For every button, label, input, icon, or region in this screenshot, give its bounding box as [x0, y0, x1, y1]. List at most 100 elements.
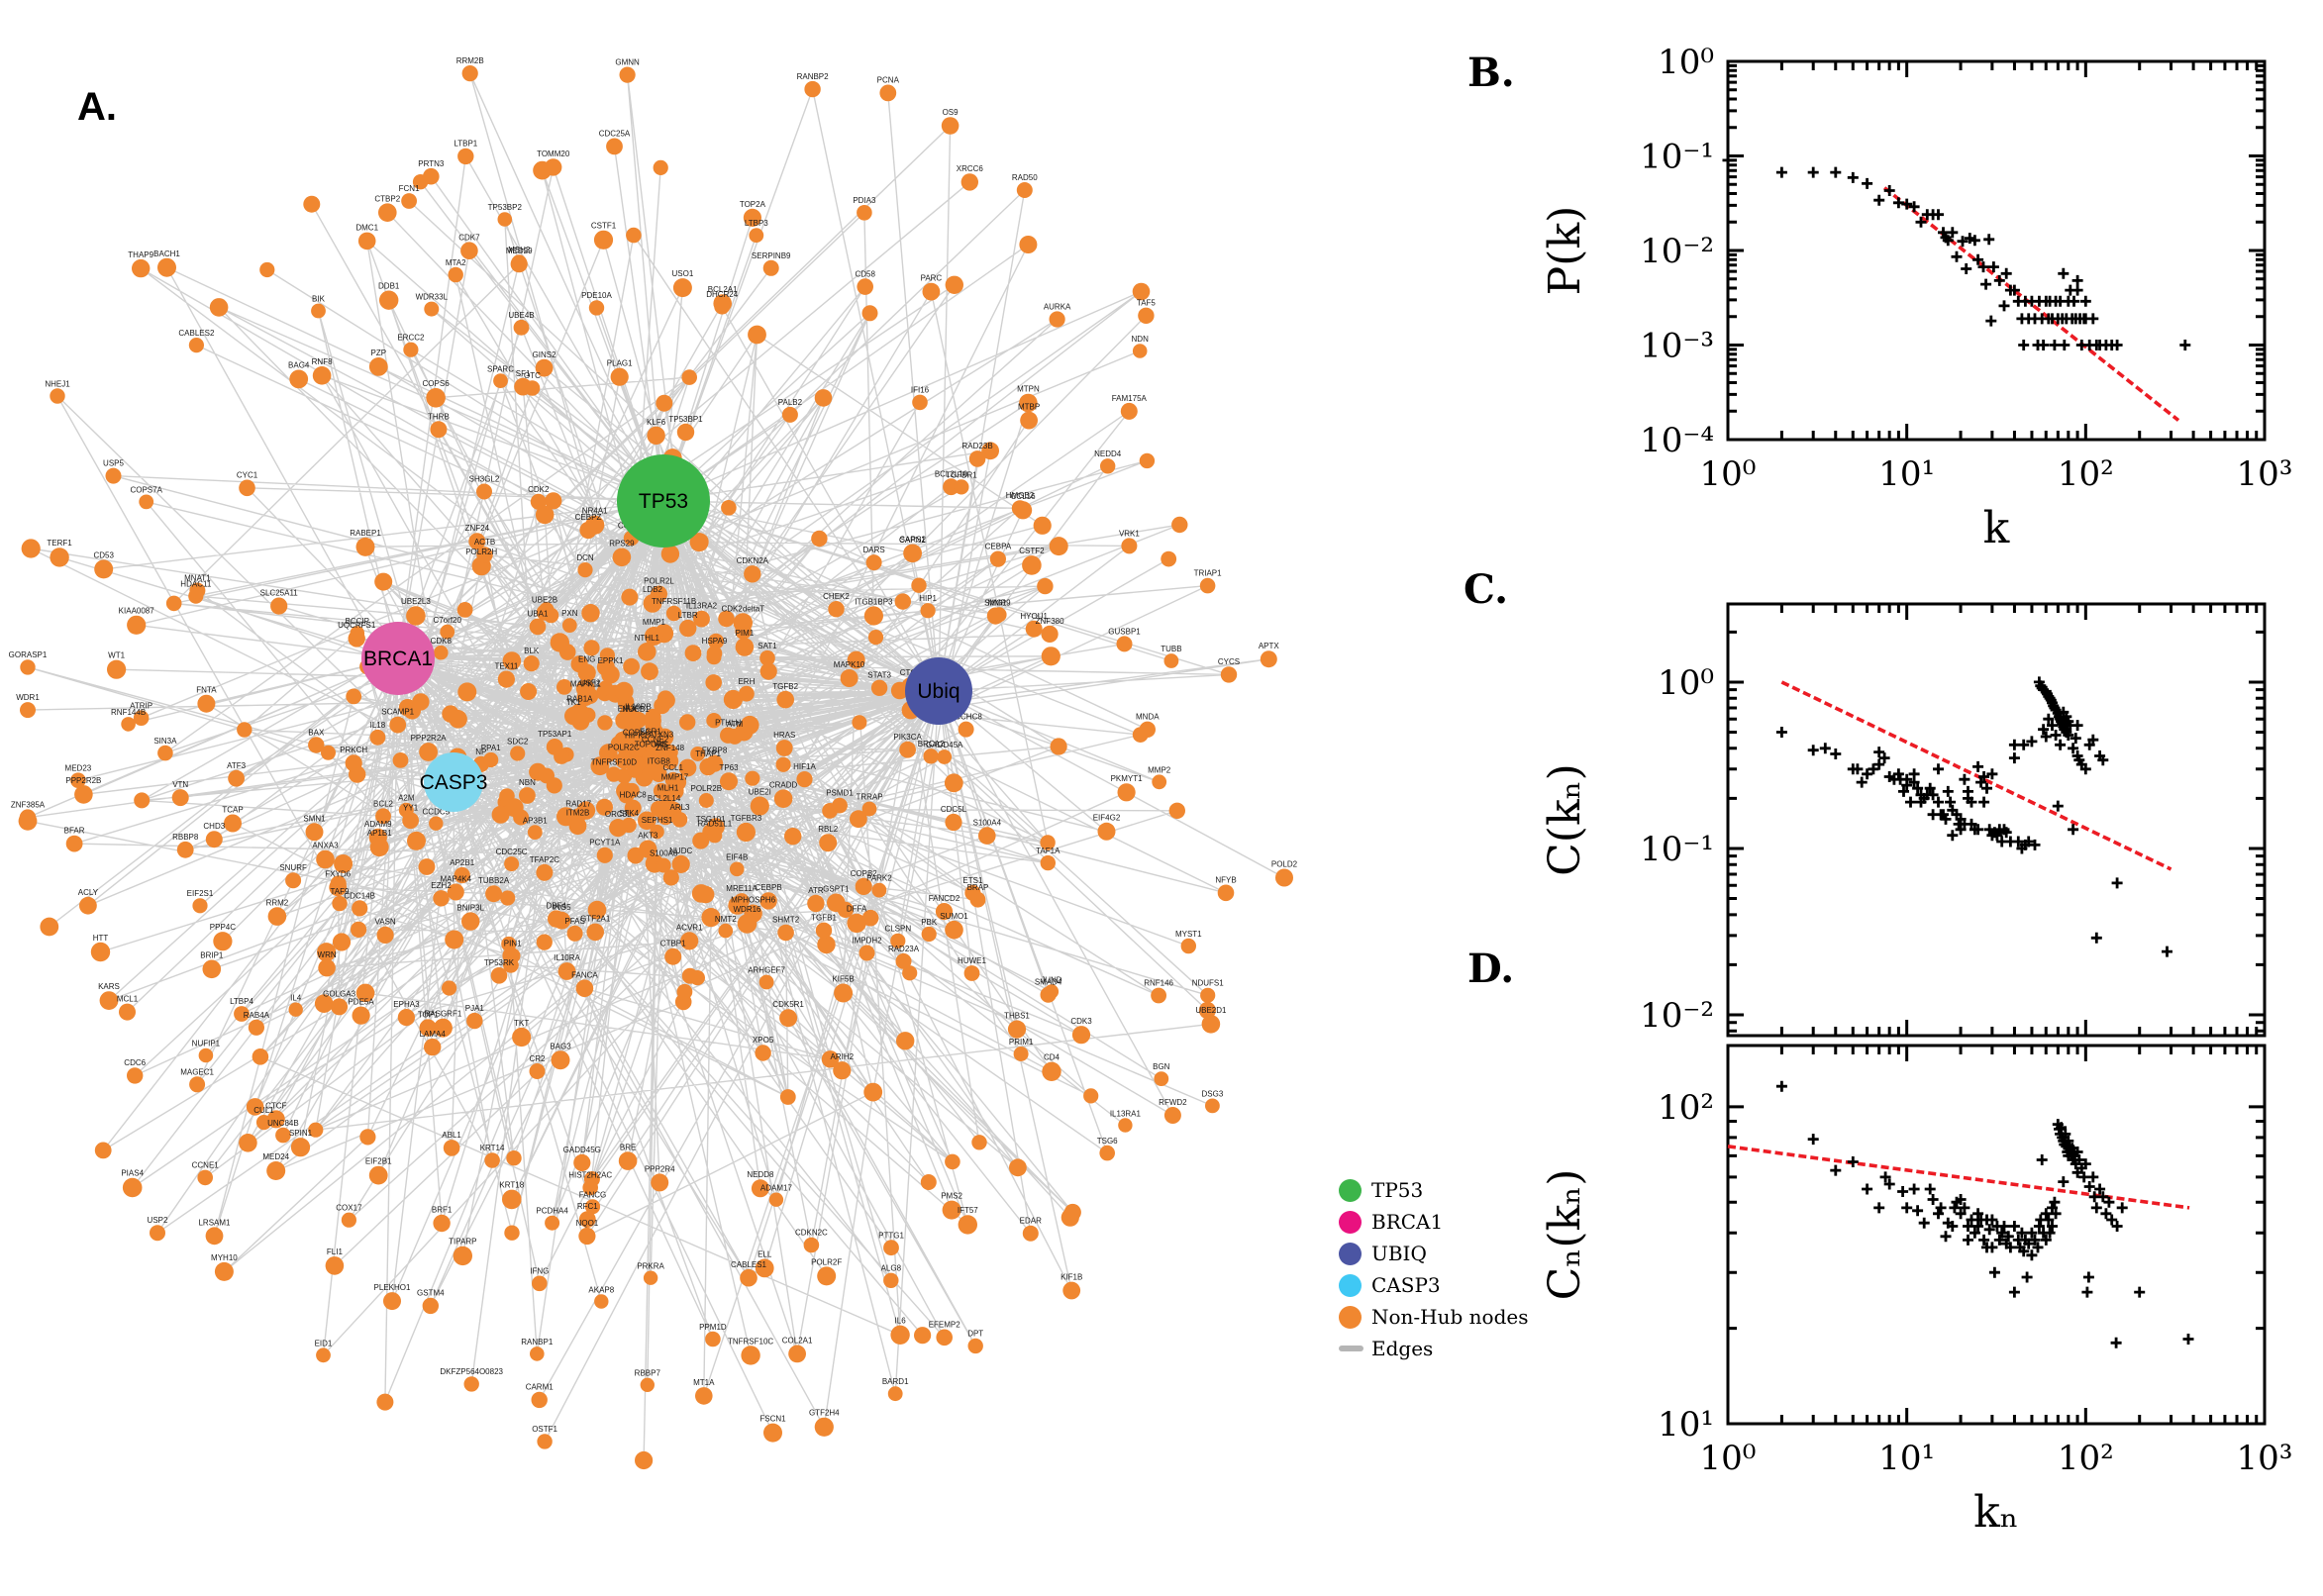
- gene-node-label: TAF1A: [1036, 847, 1060, 855]
- network-node: [814, 389, 833, 407]
- network-node: [858, 945, 875, 961]
- network-node: [748, 325, 766, 345]
- gene-node-label: BARD1: [882, 1377, 909, 1386]
- gene-node-label: ARHGEF7: [748, 966, 785, 975]
- network-node: [662, 869, 679, 886]
- network-node: [119, 1003, 136, 1021]
- network-node: [424, 301, 440, 317]
- network-node: [871, 882, 887, 898]
- network-node: [847, 913, 866, 934]
- gene-node-label: COPB2: [851, 869, 878, 878]
- gene-node-label: SPIN1: [289, 1129, 313, 1138]
- network-node: [690, 747, 706, 761]
- network-node: [224, 814, 242, 833]
- gene-node-label: USP5: [103, 459, 124, 468]
- panel-label-b: B.: [1467, 50, 1515, 96]
- gene-node-label: BCL2L10: [935, 469, 968, 478]
- network-node: [723, 689, 744, 710]
- network-node: [739, 685, 755, 702]
- network-node: [536, 863, 554, 881]
- network-node: [751, 1179, 769, 1198]
- network-node: [1071, 1026, 1091, 1045]
- network-node: [861, 801, 877, 817]
- network-node: [1260, 650, 1277, 668]
- network-node: [890, 933, 906, 948]
- y-axis-title: C(kₙ): [1540, 763, 1590, 876]
- network-node: [705, 674, 722, 691]
- network-node: [434, 645, 449, 660]
- network-node: [779, 1009, 798, 1028]
- gene-node-label: CARM1: [526, 1383, 555, 1392]
- network-node: [588, 300, 605, 316]
- gene-node-label: KARS: [98, 982, 120, 991]
- gene-node-label: PRKRA: [637, 1262, 664, 1271]
- gene-node-label: PXN: [561, 609, 578, 618]
- network-node: [127, 1067, 144, 1084]
- network-node: [577, 562, 593, 578]
- network-node: [615, 751, 633, 769]
- network-node: [398, 802, 414, 818]
- network-node: [576, 688, 595, 706]
- network-node: [1168, 802, 1186, 819]
- gene-node-label: PRKCH: [340, 746, 367, 754]
- gene-node-label: PDE10A: [581, 291, 612, 300]
- network-node: [378, 203, 397, 222]
- network-node: [707, 828, 723, 844]
- network-node: [491, 805, 510, 824]
- gene-node-label: PSMD1: [826, 789, 854, 798]
- network-node: [476, 483, 492, 500]
- network-node: [345, 754, 362, 772]
- network-node: [1041, 647, 1060, 666]
- network-node: [706, 646, 723, 661]
- gene-node-label: ITM2B: [566, 808, 590, 817]
- network-node: [359, 1129, 376, 1146]
- gene-node-label: CDC6: [124, 1058, 146, 1067]
- network-node: [601, 665, 620, 684]
- gene-node-label: ITGB1BP3: [855, 597, 893, 606]
- network-node: [597, 715, 613, 731]
- gene-node-label: THRB: [428, 412, 450, 421]
- network-node: [718, 610, 735, 628]
- network-node: [546, 739, 563, 755]
- gene-node-label: ARIH2: [831, 1052, 855, 1061]
- gene-node-label: HIST2H2AC: [568, 1171, 612, 1180]
- network-node: [531, 1391, 548, 1409]
- gene-node-label: BAG4: [288, 361, 310, 370]
- gene-node-label: ANXA3: [312, 842, 339, 850]
- axis-ticks: [1726, 59, 2267, 442]
- gene-node-label: TK1: [566, 698, 581, 707]
- network-node: [643, 594, 662, 613]
- gene-node-label: CDK2deltaT: [722, 604, 765, 613]
- gene-node-label: PPP4C: [210, 923, 236, 932]
- network-node: [579, 521, 597, 540]
- network-node: [246, 1098, 264, 1116]
- network-node: [448, 266, 463, 283]
- network-node: [252, 1048, 269, 1065]
- network-node: [654, 697, 670, 715]
- network-node: [134, 792, 151, 809]
- network-node: [1037, 577, 1054, 595]
- gene-node-label: ING5: [553, 903, 571, 912]
- network-node: [817, 1266, 837, 1286]
- network-node: [594, 1294, 609, 1309]
- network-node: [828, 601, 845, 618]
- network-node: [121, 717, 136, 732]
- network-node: [937, 749, 953, 764]
- network-node: [619, 66, 636, 83]
- gene-node-label: COL2A1: [782, 1337, 813, 1346]
- network-node: [852, 715, 867, 731]
- network-node: [270, 597, 288, 615]
- gene-node-label: LAMA4: [420, 1030, 447, 1039]
- network-node: [819, 834, 838, 852]
- network-node: [762, 259, 779, 276]
- gene-node-label: AP3B1: [523, 816, 548, 825]
- network-node: [401, 193, 417, 209]
- network-node: [397, 1009, 415, 1027]
- network-node: [1120, 402, 1138, 420]
- gene-node-label: UBE4B: [508, 311, 534, 320]
- gene-node-label: TP53RK: [484, 958, 515, 967]
- gene-node-label: HTT: [93, 934, 109, 943]
- gene-node-label: CTBP2: [374, 194, 400, 203]
- network-node: [945, 275, 963, 294]
